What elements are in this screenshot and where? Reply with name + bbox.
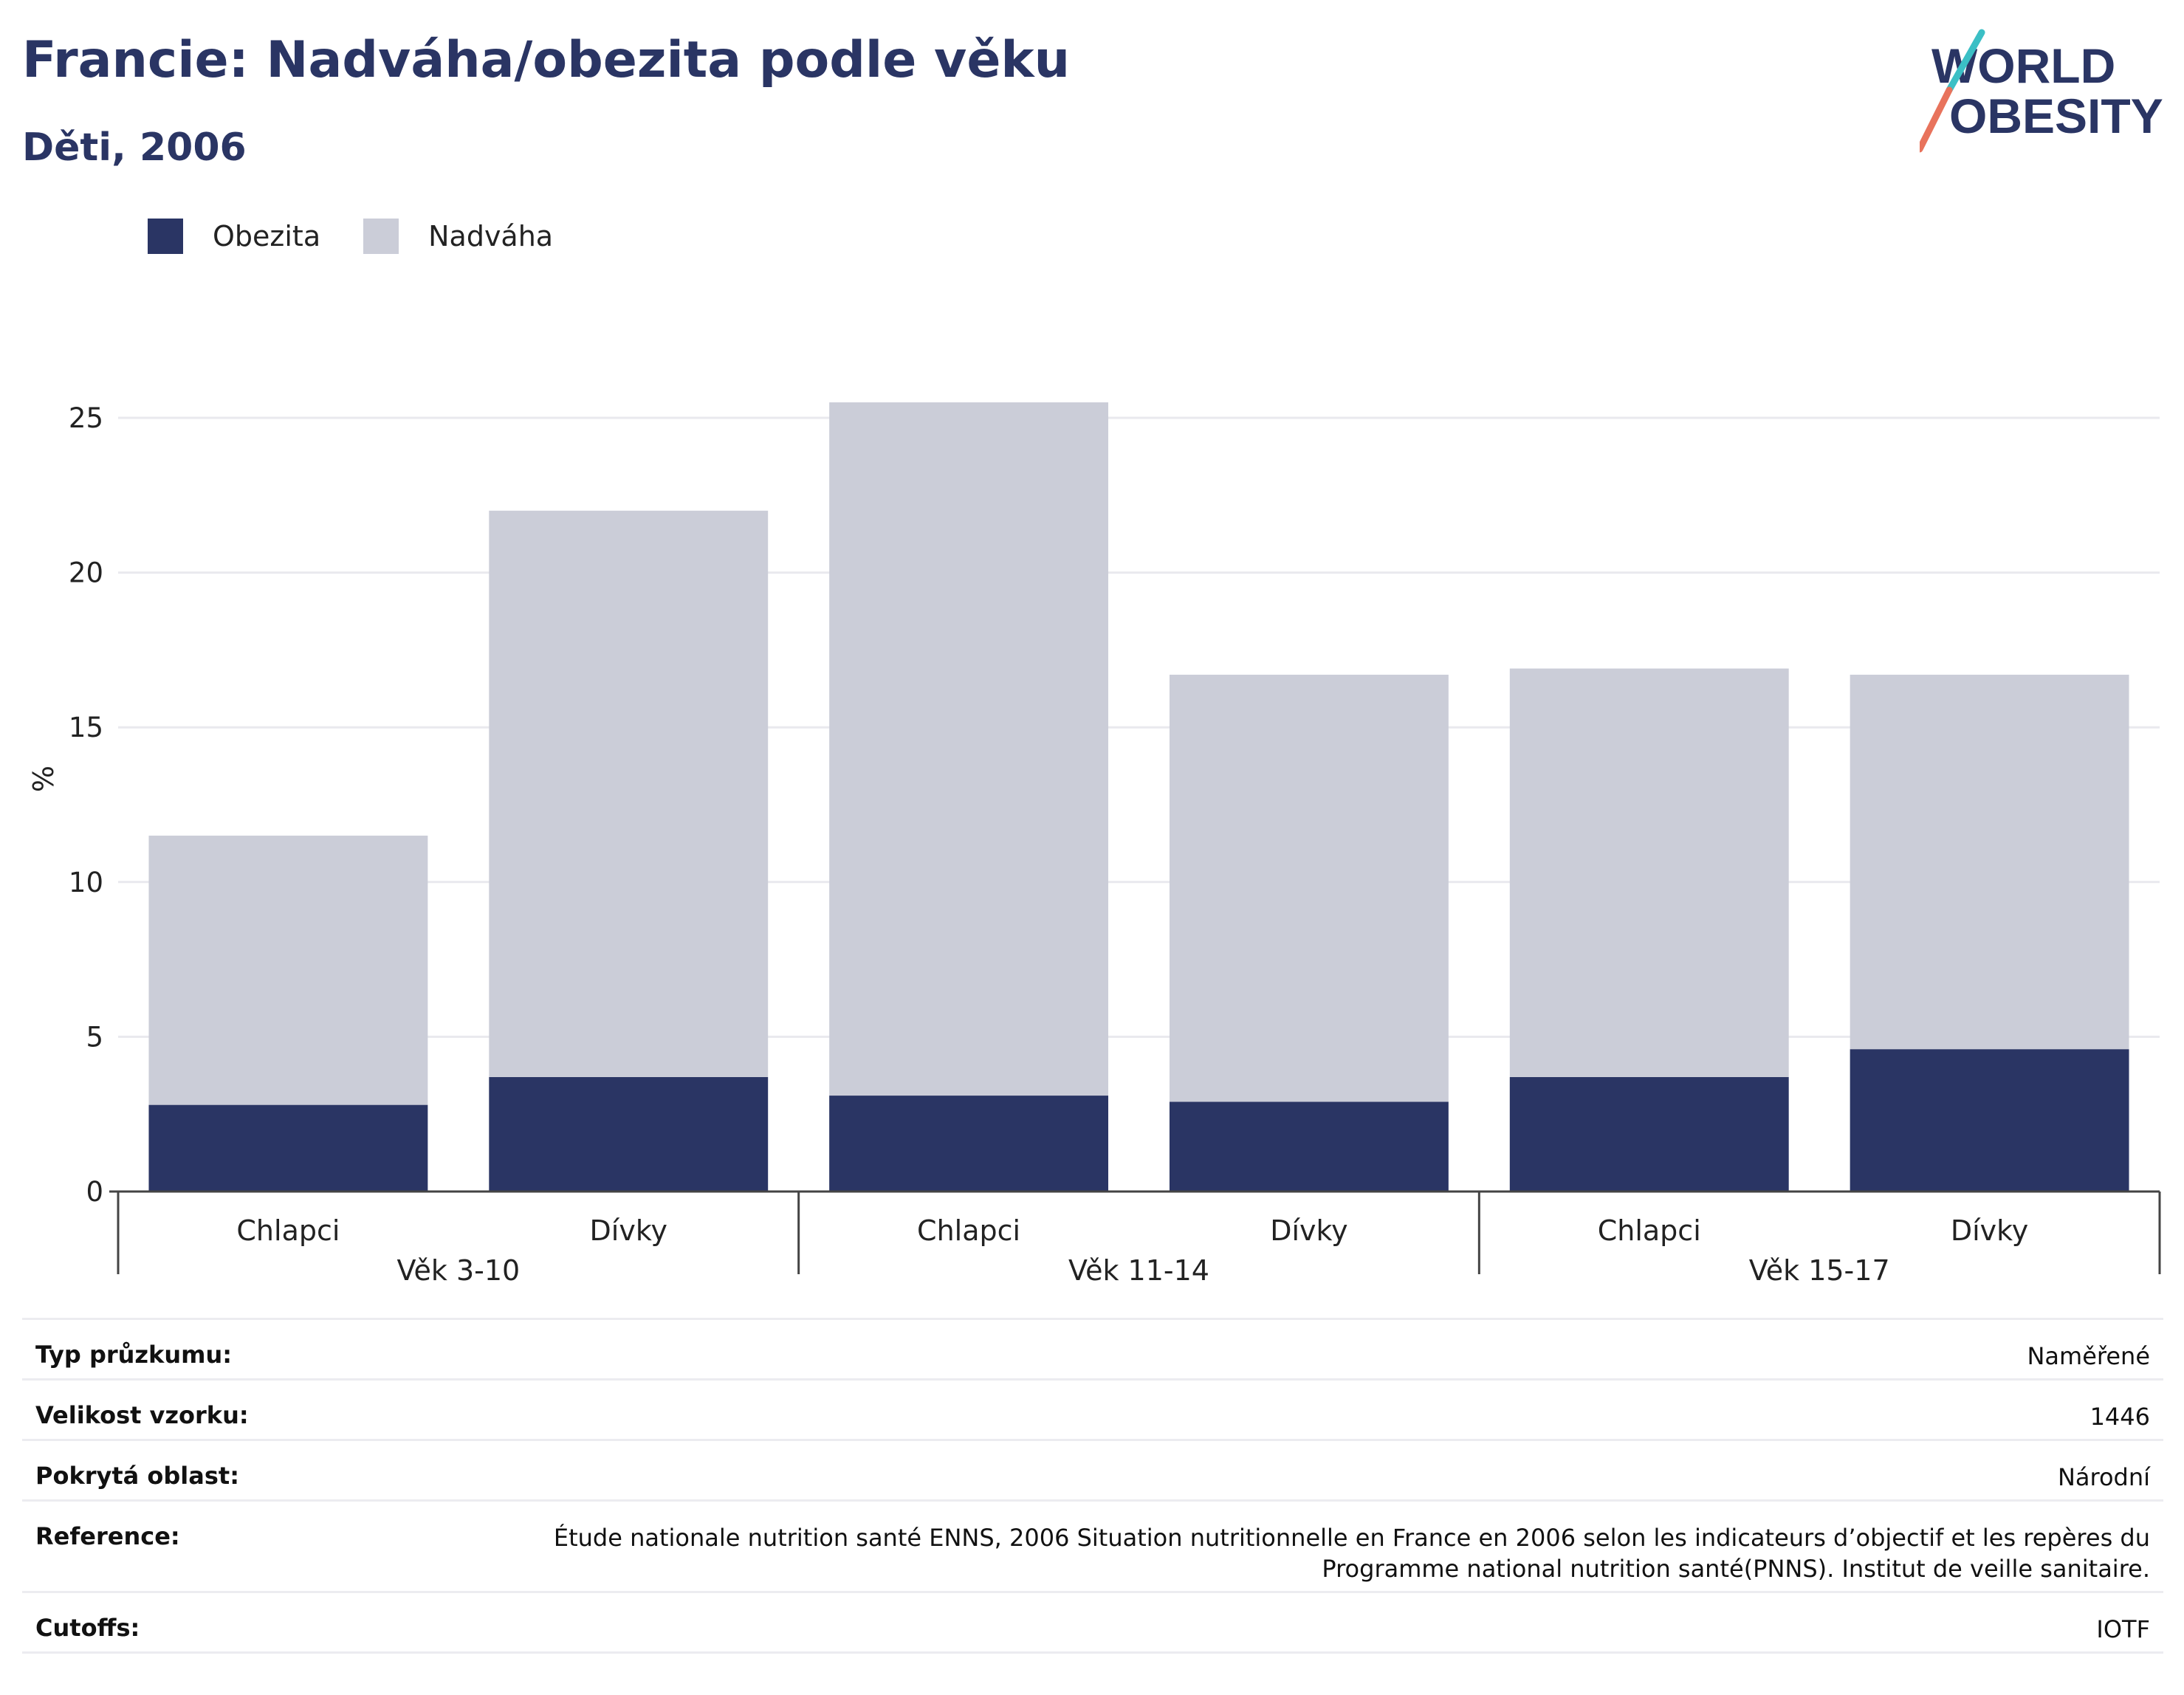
info-label: Velikost vzorku: <box>35 1401 249 1429</box>
y-tick-label: 5 <box>86 1021 103 1053</box>
legend-label-obezita: Obezita <box>213 220 321 252</box>
chart-subtitle: Děti, 2006 <box>22 126 247 170</box>
legend-label-nadvaha: Nadváha <box>428 220 554 252</box>
bar-nadvaha <box>829 402 1109 1096</box>
y-tick-label: 10 <box>69 867 103 898</box>
legend-swatch-obezita <box>148 219 183 254</box>
y-axis-label: % <box>27 766 60 792</box>
svg-text:OBESITY: OBESITY <box>1949 89 2163 143</box>
world-obesity-logo: WORLD OBESITY <box>1920 29 2163 153</box>
group-label: Věk 15-17 <box>1749 1254 1890 1287</box>
legend-item-obezita[interactable]: Obezita <box>148 219 320 254</box>
bar-nadvaha <box>1850 674 2129 1050</box>
bar-obezita <box>489 1076 769 1192</box>
legend-swatch-nadvaha <box>363 219 399 254</box>
info-table-bottom-border <box>22 1651 2163 1654</box>
info-value: Étude nationale nutrition santé ENNS, 20… <box>553 1524 2150 1583</box>
x-tick-label: Dívky <box>1951 1214 2028 1247</box>
info-value: IOTF <box>2096 1615 2150 1643</box>
y-tick-label: 0 <box>86 1176 103 1208</box>
info-row-area-covered: Pokrytá oblast: Národní <box>22 1439 2163 1499</box>
x-tick-label: Chlapci <box>917 1214 1020 1247</box>
group-label: Věk 3-10 <box>396 1254 520 1287</box>
chart-title: Francie: Nadváha/obezita podle věku <box>22 31 1071 89</box>
x-tick-label: Chlapci <box>236 1214 340 1247</box>
info-row-survey-type: Typ průzkumu: Naměřené <box>22 1318 2163 1378</box>
bar-nadvaha <box>1169 674 1449 1102</box>
info-value: Naměřené <box>2027 1342 2150 1370</box>
info-row-reference: Reference: Étude nationale nutrition san… <box>22 1499 2163 1591</box>
info-value: Národní <box>2057 1463 2150 1491</box>
chart-legend: Obezita Nadváha <box>148 219 596 254</box>
info-table: Typ průzkumu: Naměřené Velikost vzorku: … <box>22 1318 2163 1654</box>
y-tick-label: 25 <box>69 402 103 434</box>
info-label: Cutoffs: <box>35 1614 140 1642</box>
bar-nadvaha <box>148 835 428 1105</box>
info-label: Typ průzkumu: <box>35 1341 233 1369</box>
y-tick-label: 20 <box>69 557 103 589</box>
x-tick-label: Dívky <box>1270 1214 1347 1247</box>
x-tick-label: Chlapci <box>1598 1214 1701 1247</box>
info-row-cutoffs: Cutoffs: IOTF <box>22 1591 2163 1651</box>
legend-item-nadvaha[interactable]: Nadváha <box>363 219 553 254</box>
info-label: Pokrytá oblast: <box>35 1462 239 1490</box>
bar-obezita <box>1850 1049 2129 1192</box>
bar-obezita <box>829 1096 1109 1192</box>
bar-obezita <box>1509 1076 1789 1192</box>
x-tick-label: Dívky <box>590 1214 667 1247</box>
info-row-sample-size: Velikost vzorku: 1446 <box>22 1378 2163 1439</box>
info-label: Reference: <box>35 1522 180 1550</box>
bar-obezita <box>1169 1101 1449 1192</box>
y-tick-label: 15 <box>69 712 103 743</box>
bar-obezita <box>148 1104 428 1192</box>
bar-chart: 0 5 10 15 20 25% Chlapci Dívky Chlapci Dívky Chlap… <box>27 402 2161 1287</box>
bar-nadvaha <box>1509 668 1789 1077</box>
info-value: 1446 <box>2089 1403 2150 1431</box>
bar-nadvaha <box>489 510 769 1077</box>
group-label: Věk 11-14 <box>1068 1254 1209 1287</box>
